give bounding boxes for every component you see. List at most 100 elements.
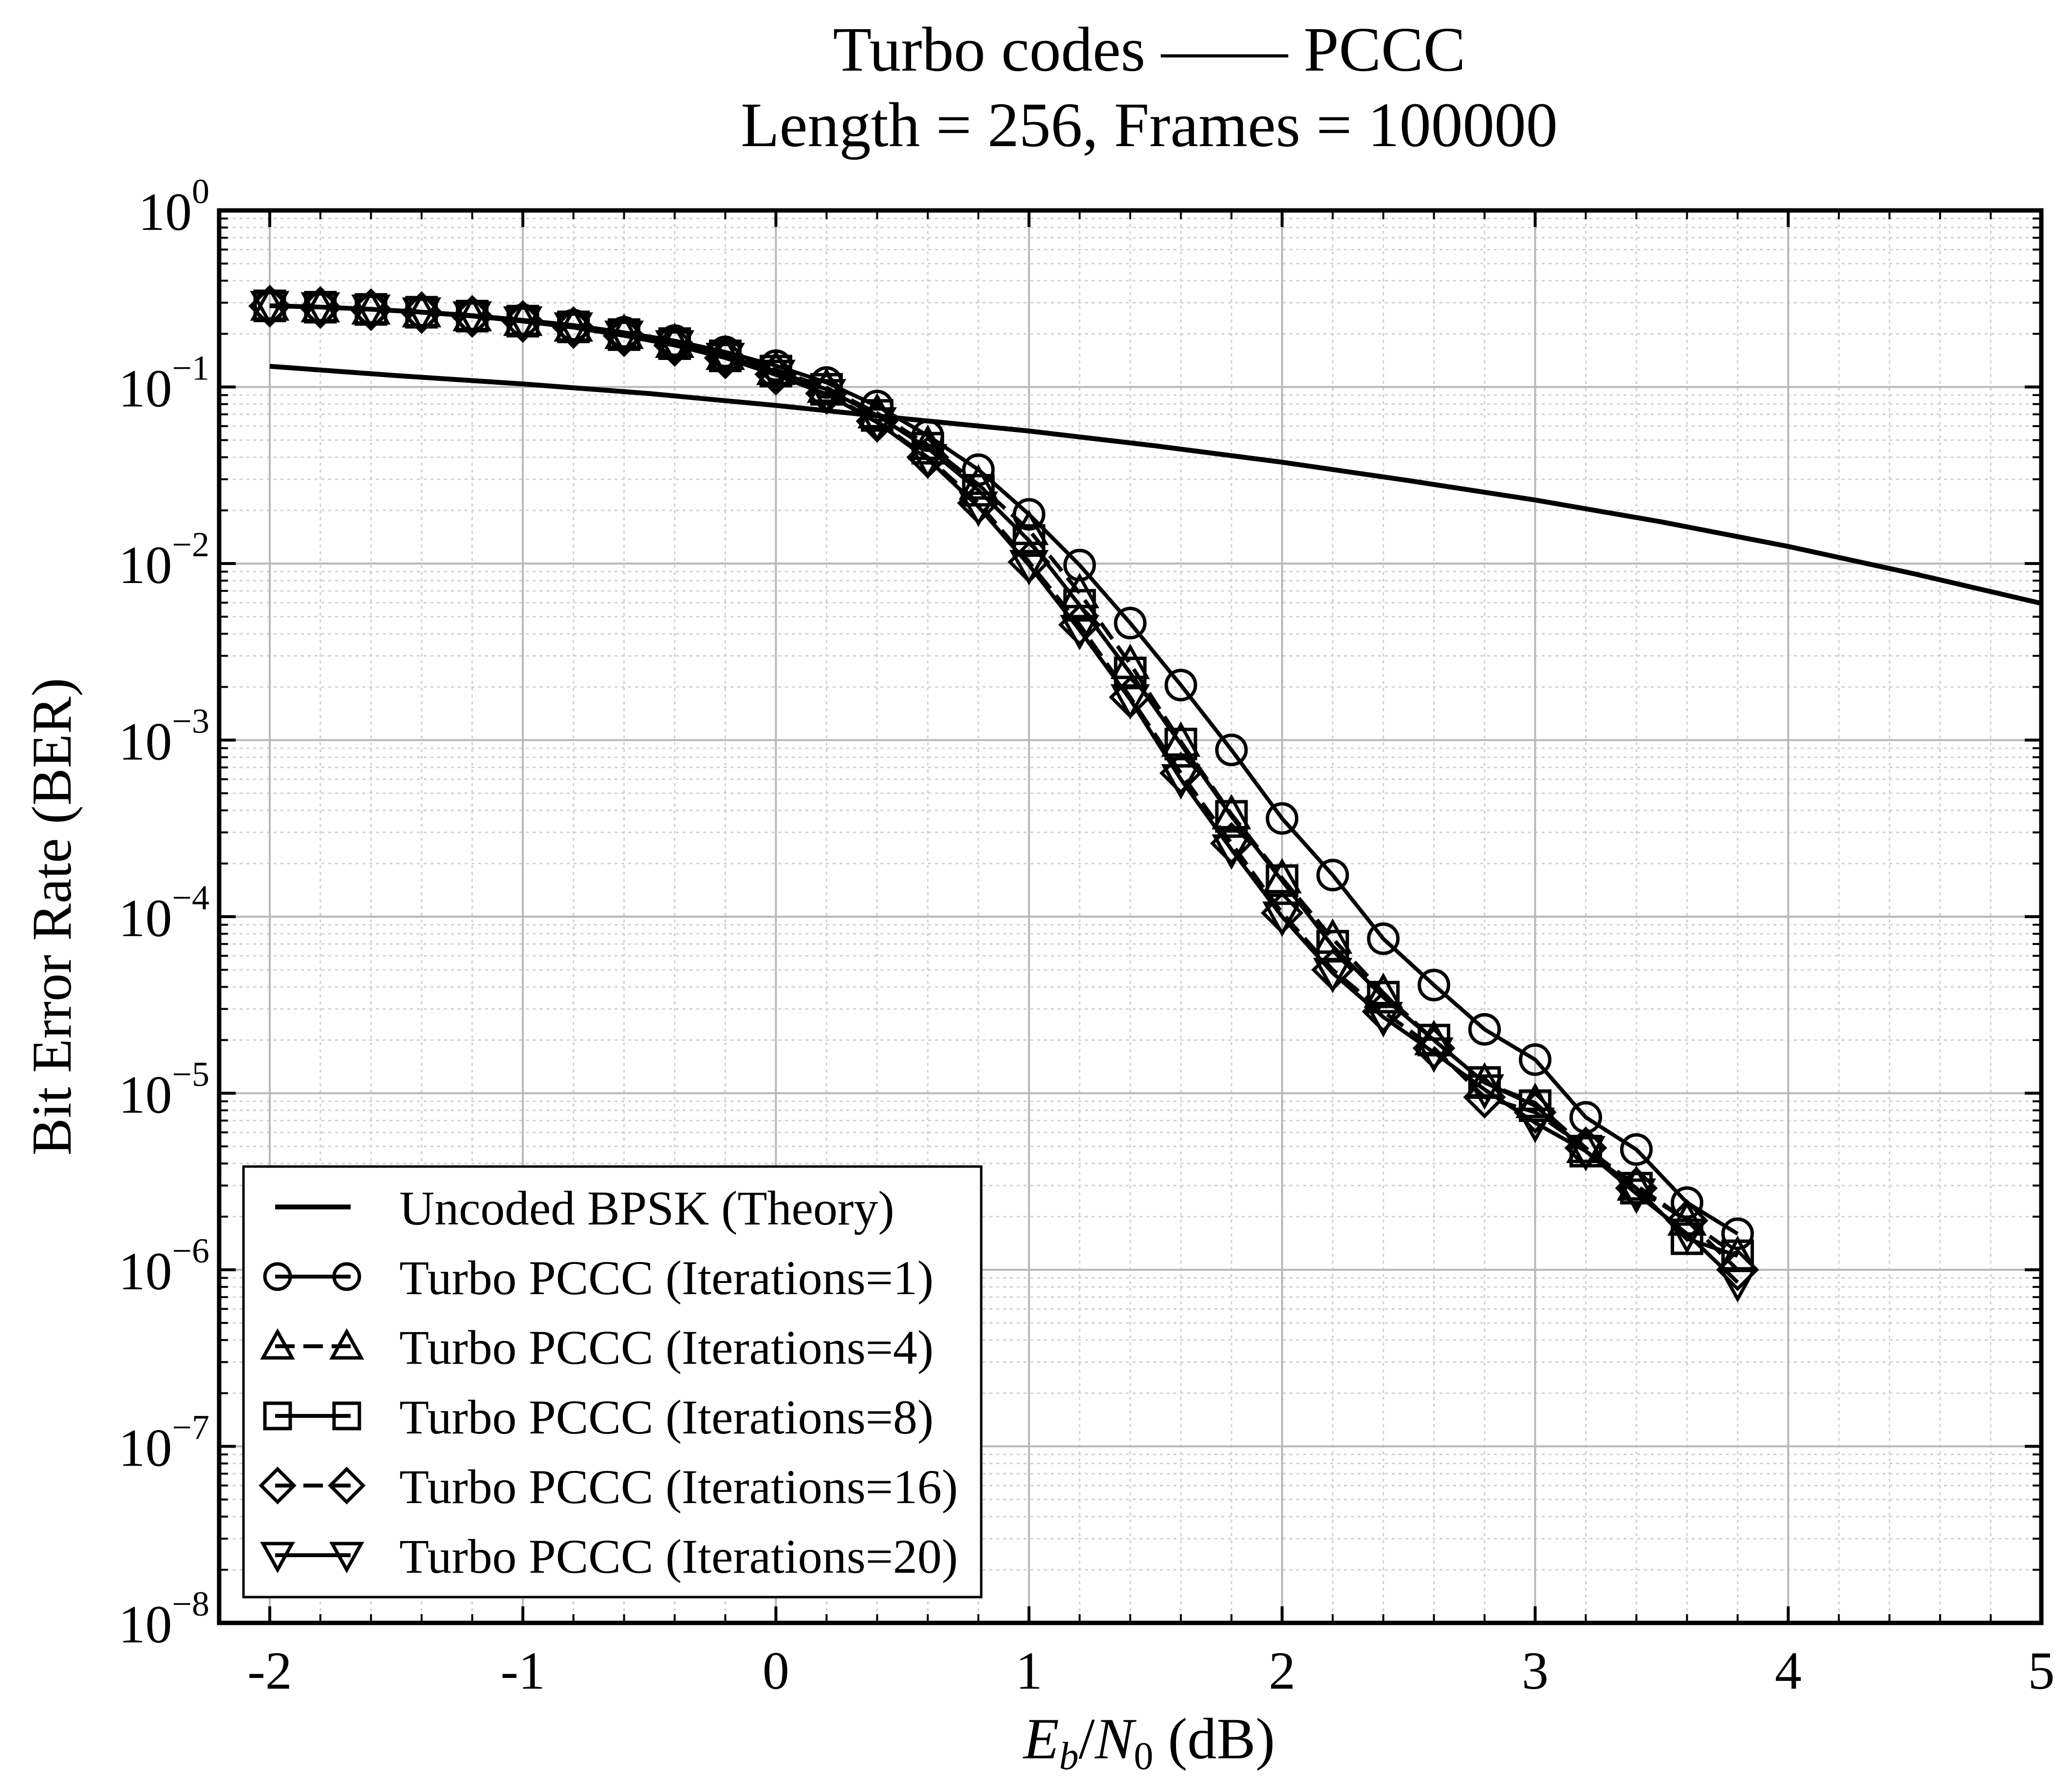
legend-marker [260,1328,295,1360]
y-tick-base: 10 [118,535,172,595]
y-tick-label: 10−2 [118,525,209,595]
data-point [1212,834,1251,870]
data-point [1616,1178,1656,1214]
data-point [1717,1267,1757,1303]
data-point [1465,1074,1505,1110]
series-layer [248,284,2042,1303]
legend-label: Turbo PCCC (Iterations=16) [399,1460,958,1514]
data-point [1313,958,1353,994]
data-point [806,379,846,415]
data-point [756,359,796,395]
y-tick-exponent: −4 [172,878,209,917]
data-point [1515,1108,1555,1143]
data-point [300,292,340,328]
y-tick-base: 10 [138,182,192,242]
data-point [1316,859,1349,892]
series-line [269,364,2042,606]
y-tick-base: 10 [118,1242,172,1301]
data-point [604,320,644,357]
legend-marker [263,1401,292,1431]
data-point [351,294,391,330]
y-tick-exponent: −5 [172,1055,209,1094]
legend-marker [263,1262,292,1291]
data-point [1164,728,1197,761]
data-point [655,330,694,366]
y-tick-exponent: 0 [192,172,209,211]
legend-marker [329,1542,364,1574]
legend-label: Uncoded BPSK (Theory) [399,1181,895,1235]
legend-marker [332,1262,361,1291]
x-tick-label: 2 [1269,1641,1295,1700]
data-point [1716,1248,1759,1291]
data-point [1665,1199,1709,1242]
legend-label: Turbo PCCC (Iterations=8) [399,1390,933,1444]
x-axis-label: Eb/N0 (dB) [1023,1706,1275,1778]
legend-item: Turbo PCCC (Iterations=20) [260,1529,958,1583]
y-tick-base: 10 [118,1595,172,1654]
series-5 [250,291,1757,1303]
data-point [1414,1037,1454,1073]
data-point [1620,1171,1653,1205]
y-tick-label: 10−5 [118,1055,209,1125]
x-tick-labels: -2 -1 0 1 2 3 4 5 [247,1641,2054,1700]
legend-marker [260,1542,295,1574]
legend-item: Turbo PCCC (Iterations=16) [259,1460,958,1514]
data-point [1721,1217,1754,1250]
data-point [250,291,290,327]
x-tick-label: -1 [501,1641,545,1700]
data-point [1215,734,1248,767]
data-point [908,444,948,480]
data-point [1519,1043,1552,1076]
data-point [1060,615,1100,651]
data-point [1164,668,1197,701]
data-point [705,342,745,378]
legend-item: Turbo PCCC (Iterations=1) [263,1251,933,1305]
legend-label: Turbo PCCC (Iterations=20) [399,1529,958,1583]
y-tick-base: 10 [118,712,172,772]
y-tick-label: 10−6 [118,1231,209,1301]
data-point [1670,1186,1703,1219]
y-tick-label: 10−7 [118,1408,209,1478]
data-point [1110,684,1150,720]
data-point [1620,1133,1653,1166]
y-tick-exponent: −8 [172,1584,209,1623]
x-tick-label: 0 [763,1641,789,1700]
data-point [1566,1136,1605,1172]
data-point [1161,764,1201,800]
y-tick-label: 10−1 [118,349,209,418]
y-tick-label: 10−3 [118,702,209,772]
data-point [1667,1218,1707,1254]
legend-marker [259,1467,297,1505]
data-point [1513,1091,1557,1134]
y-tick-base: 10 [118,1418,172,1478]
legend-marker [329,1328,364,1360]
data-point [452,301,492,337]
legend-item: Uncoded BPSK (Theory) [275,1181,895,1235]
y-tick-base: 10 [118,359,172,418]
data-point [1114,606,1147,640]
data-point [1418,968,1451,1001]
series-0 [269,364,2042,606]
data-point [1463,1075,1506,1119]
data-point [1363,1002,1403,1037]
y-tick-base: 10 [118,1065,172,1125]
legend-item: Turbo PCCC (Iterations=8) [263,1390,933,1444]
y-tick-exponent: −7 [172,1408,209,1447]
x-tick-label: 5 [2028,1641,2055,1700]
y-tick-exponent: −1 [172,349,209,388]
data-point [503,306,543,342]
y-tick-exponent: −3 [172,702,209,741]
data-point [857,407,897,443]
x-tick-label: -2 [247,1641,292,1700]
legend-marker [328,1467,366,1505]
y-tick-label: 10−4 [118,878,209,948]
legend-label: Turbo PCCC (Iterations=1) [399,1251,933,1305]
data-point [554,312,594,348]
data-point [1212,794,1251,829]
y-tick-exponent: −6 [172,1231,209,1270]
y-tick-label: 10−8 [118,1584,209,1654]
data-point [1468,1013,1501,1046]
x-tick-label: 1 [1016,1641,1043,1700]
